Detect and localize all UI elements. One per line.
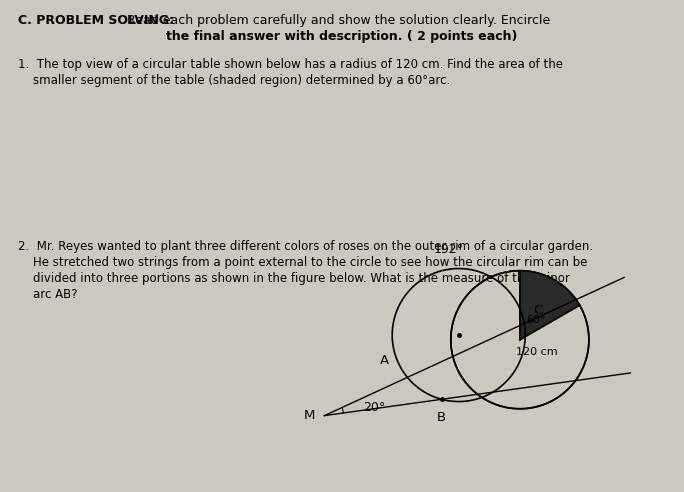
Text: C: C [534,304,542,317]
Text: He stretched two strings from a point external to the circle to see how the circ: He stretched two strings from a point ex… [18,256,588,269]
Text: 2.  Mr. Reyes wanted to plant three different colors of roses on the outer rim o: 2. Mr. Reyes wanted to plant three diffe… [18,240,593,253]
Text: 20°: 20° [363,401,385,414]
Text: divided into three portions as shown in the figure below. What is the measure of: divided into three portions as shown in … [18,272,570,285]
Text: 1.  The top view of a circular table shown below has a radius of 120 cm. Find th: 1. The top view of a circular table show… [18,58,563,71]
Text: M: M [304,409,315,422]
Text: 120 cm: 120 cm [516,347,558,357]
Text: A: A [380,354,389,367]
Text: B: B [437,411,446,424]
Text: 60°: 60° [527,315,547,325]
Text: smaller segment of the table (shaded region) determined by a 60°arc.: smaller segment of the table (shaded reg… [18,74,450,87]
Text: C. PROBLEM SOLVING:: C. PROBLEM SOLVING: [18,14,174,27]
Polygon shape [520,271,579,340]
Text: arc AB?: arc AB? [18,288,77,301]
Text: Read each problem carefully and show the solution clearly. Encircle: Read each problem carefully and show the… [123,14,551,27]
Text: the final answer with description. ( 2 points each): the final answer with description. ( 2 p… [166,30,518,43]
Text: 192°: 192° [434,243,464,256]
